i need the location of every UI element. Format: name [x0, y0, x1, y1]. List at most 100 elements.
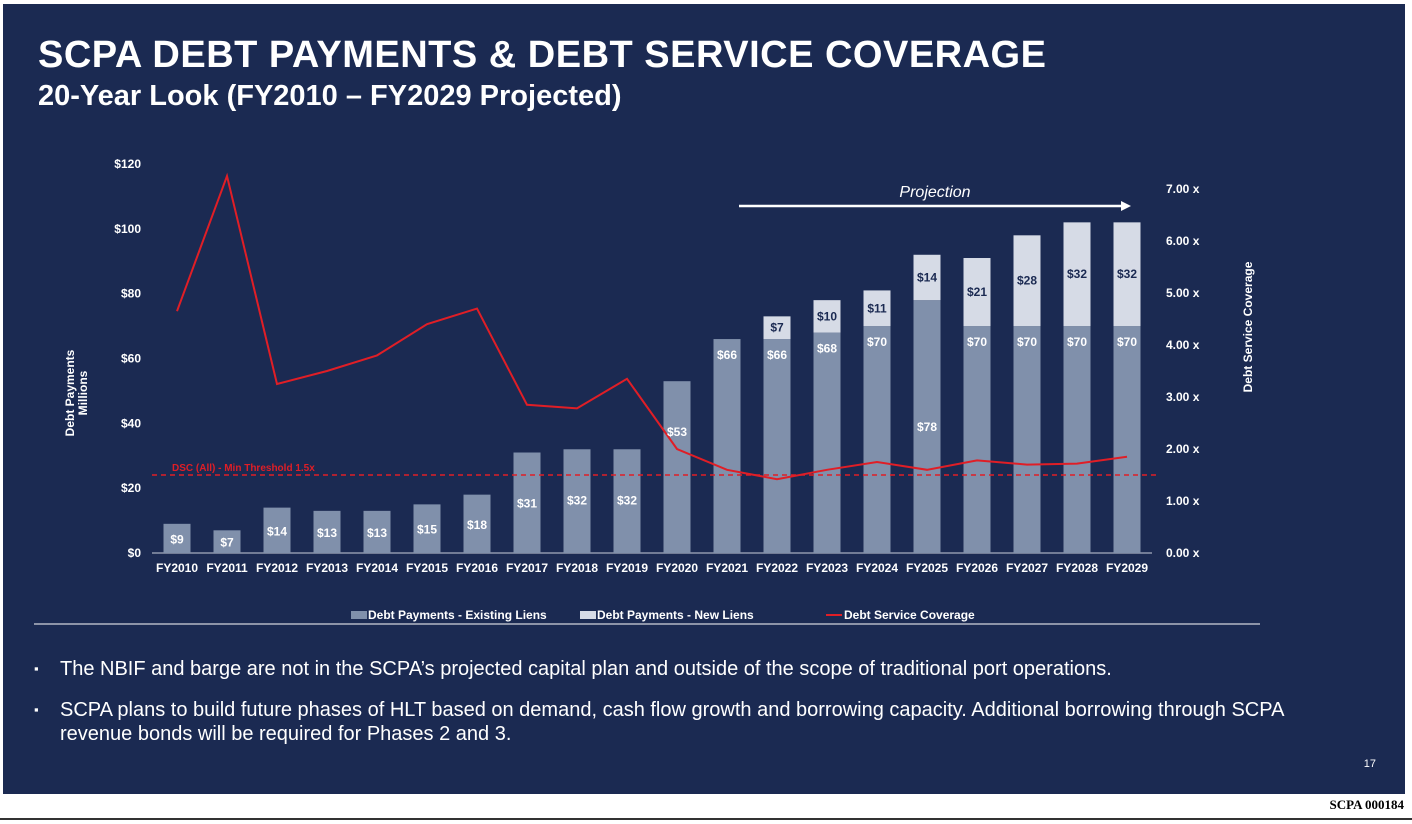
right-axis-tick-label: 0.00 x [1166, 546, 1200, 560]
right-axis-tick-label: 2.00 x [1166, 442, 1200, 456]
category-label: FY2017 [506, 561, 548, 575]
bar-existing-liens [463, 494, 491, 553]
category-label: FY2010 [156, 561, 198, 575]
category-label: FY2029 [1106, 561, 1148, 575]
left-axis-title: Debt Payments [63, 349, 77, 436]
projection-label: Projection [899, 184, 970, 201]
category-label: FY2027 [1006, 561, 1048, 575]
category-label: FY2024 [856, 561, 898, 575]
category-label: FY2018 [556, 561, 598, 575]
bar-existing-liens [613, 449, 641, 553]
bar-value-label-existing: $66 [717, 348, 737, 362]
bar-value-label-existing: $53 [667, 425, 687, 439]
bar-value-label-existing: $70 [1017, 335, 1037, 349]
page-number: 17 [1363, 758, 1376, 770]
bar-value-label-existing: $15 [417, 523, 437, 537]
bar-existing-liens [263, 507, 291, 553]
bar-value-label-existing: $32 [567, 493, 587, 507]
bar-existing-liens [513, 452, 541, 553]
legend-label-new: Debt Payments - New Liens [597, 608, 754, 622]
bar-value-label-existing: $9 [170, 532, 184, 546]
bar-existing-liens [1063, 326, 1091, 553]
bullet-text: SCPA plans to build future phases of HLT… [60, 699, 1284, 745]
bar-value-label-new: $28 [1017, 274, 1037, 288]
bullet-icon: ▪ [34, 661, 39, 676]
bar-new-liens [1113, 222, 1141, 327]
bar-value-label-new: $10 [817, 309, 837, 323]
left-axis-tick-label: $100 [114, 222, 141, 236]
right-axis-title: Debt Service Coverage [1241, 261, 1255, 392]
bar-value-label-existing: $13 [367, 526, 387, 540]
slide-background [3, 4, 1405, 794]
category-label: FY2016 [456, 561, 498, 575]
legend-label-existing: Debt Payments - Existing Liens [368, 608, 547, 622]
bar-value-label-existing: $68 [817, 342, 837, 356]
coverage-line [176, 172, 1128, 481]
bar-value-label-existing: $18 [467, 518, 487, 532]
category-label: FY2025 [906, 561, 948, 575]
bar-value-label-new: $7 [770, 321, 784, 335]
bar-new-liens [763, 316, 791, 340]
category-label: FY2013 [306, 561, 348, 575]
slide-title: SCPA DEBT PAYMENTS & DEBT SERVICE COVERA… [38, 34, 1047, 76]
bar-existing-liens [963, 326, 991, 553]
bar-existing-liens [213, 530, 241, 553]
category-label: FY2015 [406, 561, 448, 575]
bar-existing-liens [413, 504, 441, 553]
threshold-label: DSC (All) - Min Threshold 1.5x [172, 463, 315, 474]
bar-existing-liens [163, 523, 191, 553]
category-label: FY2023 [806, 561, 848, 575]
bullet-icon: ▪ [34, 702, 39, 717]
bar-new-liens [1063, 222, 1091, 327]
bar-value-label-new: $32 [1067, 267, 1087, 281]
category-label: FY2019 [606, 561, 648, 575]
legend-swatch-new [580, 611, 596, 619]
right-axis-tick-label: 1.00 x [1166, 494, 1200, 508]
bar-existing-liens [663, 381, 691, 553]
bar-value-label-existing: $70 [967, 335, 987, 349]
right-axis-tick-label: 5.00 x [1166, 286, 1200, 300]
category-label: FY2021 [706, 561, 748, 575]
category-label: FY2011 [206, 561, 248, 575]
bar-existing-liens [913, 300, 941, 553]
bar-new-liens [863, 290, 891, 327]
bullet-list: ▪ The NBIF and barge are not in the SCPA… [34, 657, 1284, 763]
bar-existing-liens [813, 332, 841, 553]
bar-value-label-existing: $14 [267, 524, 287, 538]
right-axis-tick-label: 6.00 x [1166, 234, 1200, 248]
category-label: FY2012 [256, 561, 298, 575]
bar-existing-liens [763, 339, 791, 553]
bar-value-label-existing: $78 [917, 420, 937, 434]
bates-number: SCPA 000184 [1329, 797, 1404, 812]
bar-value-label-existing: $32 [617, 493, 637, 507]
bar-value-label-existing: $70 [867, 335, 887, 349]
bullet-item: ▪ SCPA plans to build future phases of H… [34, 698, 1284, 746]
bar-value-label-existing: $70 [1067, 335, 1087, 349]
bar-existing-liens [313, 510, 341, 553]
category-label: FY2022 [756, 561, 798, 575]
left-axis-tick-label: $40 [121, 416, 141, 430]
bar-existing-liens [1013, 326, 1041, 553]
legend-label-coverage: Debt Service Coverage [844, 608, 975, 622]
left-axis-tick-label: $60 [121, 352, 141, 366]
bar-value-label-new: $32 [1117, 267, 1137, 281]
bar-existing-liens [563, 449, 591, 553]
bar-existing-liens [1113, 326, 1141, 553]
category-label: FY2026 [956, 561, 998, 575]
bar-new-liens [1013, 235, 1041, 327]
left-axis-subtitle: Millions [76, 370, 90, 415]
bar-new-liens [813, 300, 841, 333]
bar-value-label-existing: $66 [767, 348, 787, 362]
bar-value-label-existing: $31 [517, 497, 537, 511]
bullet-item: ▪ The NBIF and barge are not in the SCPA… [34, 657, 1284, 681]
category-label: FY2014 [356, 561, 398, 575]
bar-new-liens [963, 258, 991, 327]
legend-swatch-existing [351, 611, 367, 619]
bar-existing-liens [863, 326, 891, 553]
page-bottom-rule [0, 818, 1412, 820]
bar-new-liens [913, 254, 941, 301]
left-axis-tick-label: $80 [121, 287, 141, 301]
bar-existing-liens [363, 510, 391, 553]
slide-subtitle: 20-Year Look (FY2010 – FY2029 Projected) [38, 80, 622, 112]
